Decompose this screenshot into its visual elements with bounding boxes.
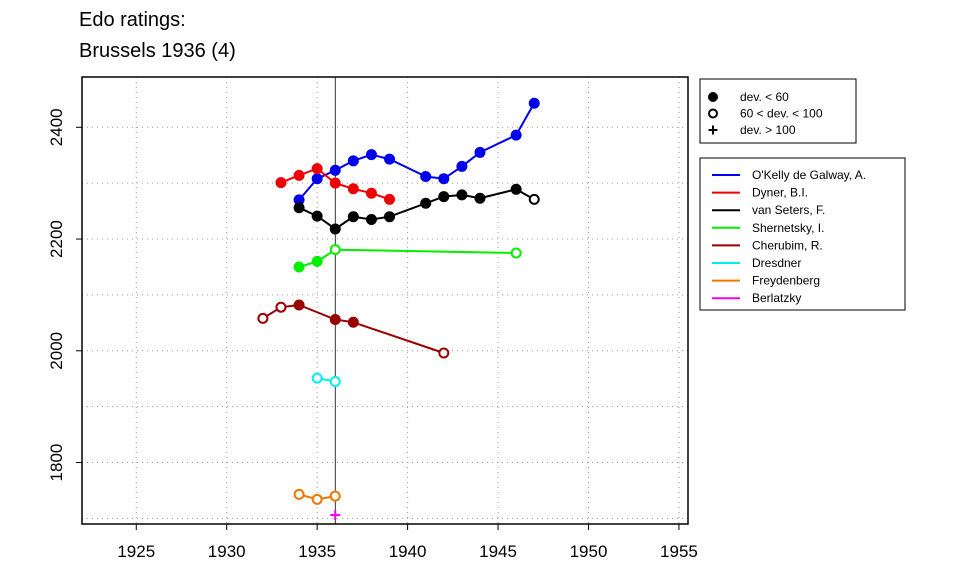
series-legend-label: Dresdner — [752, 256, 801, 270]
data-point — [293, 202, 305, 214]
y-tick-label: 2000 — [47, 332, 66, 370]
data-point — [347, 316, 359, 328]
data-point — [311, 210, 323, 222]
data-point — [311, 173, 323, 185]
series-legend-label: Dyner, B.I. — [752, 186, 808, 200]
series-line — [298, 248, 517, 268]
marker-legend-symbol — [708, 125, 718, 135]
series-shernetsky-i — [293, 244, 522, 273]
data-point — [293, 488, 305, 500]
data-point — [510, 247, 522, 259]
series-freydenberg — [293, 488, 341, 505]
series-legend-box — [699, 157, 906, 311]
data-point — [311, 372, 323, 384]
data-point — [420, 197, 432, 209]
series-line — [262, 303, 445, 354]
data-point — [474, 146, 486, 158]
data-point — [329, 490, 341, 502]
series-o-kelly-de-galway-a — [293, 97, 540, 206]
marker-legend-symbol — [708, 108, 718, 119]
series-line — [298, 188, 535, 231]
axes: 1925 1930 1935 1940 1945 1950 1955 1800 2000 2200… — [47, 108, 698, 561]
data-point — [456, 189, 468, 201]
data-point — [330, 510, 341, 521]
series-legend-label: O'Kelly de Galway, A. — [752, 168, 866, 182]
x-tick-label: 1935 — [298, 542, 336, 561]
data-point — [257, 312, 269, 324]
data-point — [329, 313, 341, 325]
data-point — [347, 211, 359, 223]
y-tick-label: 2400 — [47, 108, 66, 146]
marker-legend-label: 60 < dev. < 100 — [740, 107, 823, 121]
data-point — [329, 223, 341, 235]
x-tick-label: 1940 — [389, 542, 427, 561]
series-legend-label: Berlatzky — [752, 291, 801, 305]
series-legend: O'Kelly de Galway, A. Dyner, B.I. van Sete… — [699, 157, 906, 311]
chart-title-line-1: Edo ratings: — [79, 9, 186, 31]
data-point — [365, 213, 377, 225]
series-van-seters-f — [293, 183, 540, 235]
data-point — [438, 191, 450, 203]
data-point — [311, 163, 323, 175]
marker-legend-label: dev. < 60 — [740, 90, 789, 104]
data-point — [474, 192, 486, 204]
marker-legend-label: dev. > 100 — [740, 123, 796, 137]
data-point — [510, 183, 522, 195]
chart-title-line-2: Brussels 1936 (4) — [79, 40, 236, 62]
y-tick-label: 1800 — [47, 444, 66, 482]
marker-legend-symbol — [708, 92, 718, 102]
series-legend-label: Freydenberg — [752, 274, 820, 288]
y-tick-label: 2200 — [47, 220, 66, 258]
data-point — [275, 301, 287, 313]
data-point — [384, 153, 396, 165]
data-point — [293, 169, 305, 181]
series-legend-label: Cherubim, R. — [752, 238, 823, 252]
series-legend-label: van Seters, F. — [752, 203, 825, 217]
data-point — [420, 170, 432, 182]
data-point — [293, 299, 305, 311]
data-point — [384, 211, 396, 223]
x-tick-label: 1955 — [660, 542, 698, 561]
data-point — [347, 183, 359, 195]
data-point — [365, 149, 377, 161]
x-tick-label: 1930 — [208, 542, 246, 561]
x-tick-label: 1925 — [117, 542, 155, 561]
series-berlatzky — [330, 510, 341, 521]
x-tick-label: 1950 — [570, 542, 608, 561]
data-point — [329, 244, 341, 256]
series-layer — [257, 77, 540, 524]
data-point — [275, 177, 287, 189]
data-point — [365, 187, 377, 199]
data-point — [293, 261, 305, 273]
series-dyner-b-i — [275, 163, 396, 205]
data-point — [329, 376, 341, 388]
grid — [82, 77, 688, 524]
data-point — [347, 155, 359, 167]
series-cherubim-r — [257, 299, 450, 359]
marker-legend-box — [699, 78, 857, 144]
data-point — [311, 255, 323, 267]
data-point — [528, 193, 540, 205]
plot-frame — [81, 76, 689, 525]
data-point — [438, 347, 450, 359]
data-point — [311, 493, 323, 505]
series-dresdner — [311, 372, 341, 388]
data-point — [329, 177, 341, 189]
x-tick-label: 1945 — [479, 542, 517, 561]
marker-legend: dev. < 60 60 < dev. < 100 dev. > 100 — [699, 78, 857, 144]
data-point — [329, 164, 341, 176]
series-legend-label: Shernetsky, I. — [752, 221, 824, 235]
data-point — [384, 193, 396, 205]
data-point — [438, 173, 450, 185]
data-point — [528, 97, 540, 109]
data-point — [456, 160, 468, 172]
data-point — [510, 129, 522, 141]
